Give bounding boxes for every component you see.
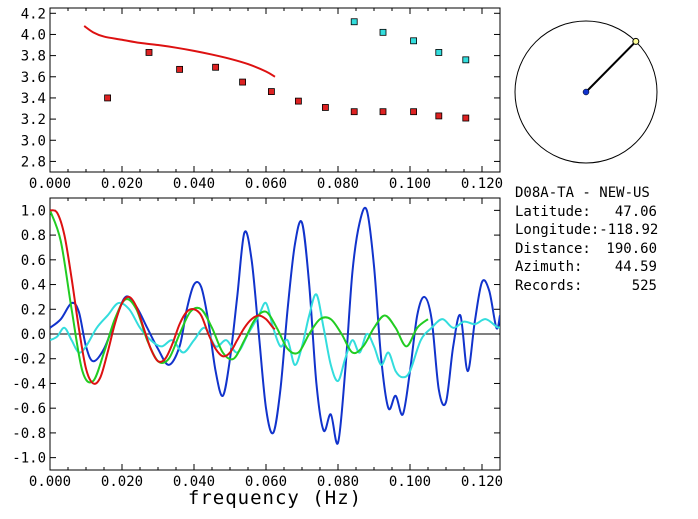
y-tick-label: -0.2 (12, 352, 46, 368)
dispersion-plot: 0.000 0.020 0.040 0.060 0.080 0.100 0.120 2.8 3.… (21, 6, 503, 192)
x-tick-label: 0.120 (461, 474, 503, 490)
cyan-marker (410, 37, 418, 45)
info-row-records: Records: 525 (515, 277, 695, 296)
cyan-marker (435, 49, 443, 56)
azimuth-tip-marker (632, 37, 640, 45)
cyan-marker (462, 56, 470, 64)
y-tick-label: -1.0 (12, 451, 46, 467)
info-row-distance: Distance: 190.60 (515, 240, 695, 259)
y-tick-label: 4.2 (21, 6, 46, 22)
y-tick-label: 3.4 (21, 91, 46, 107)
info-row-latitude: Latitude: 47.06 (515, 203, 695, 222)
info-value: 190.60 (606, 240, 657, 257)
azimuth-dial (514, 20, 658, 164)
red-marker (435, 112, 443, 120)
x-tick-label: 0.040 (173, 176, 215, 192)
info-value: 525 (631, 277, 657, 294)
cyan-marker (379, 28, 387, 36)
y-tick-label: 0.2 (21, 302, 46, 318)
y-tick-label: 0.8 (21, 228, 46, 244)
red-marker (239, 78, 247, 86)
red-marker (350, 108, 358, 116)
info-key: Distance: (515, 240, 591, 257)
y-tick-label: 3.2 (21, 112, 46, 128)
y-tick-label: 0.4 (21, 278, 46, 294)
info-key: Longitude: (515, 222, 600, 238)
info-value: 44.59 (614, 259, 657, 275)
red-marker (176, 65, 184, 73)
info-key: Latitude: (515, 203, 591, 220)
red-marker (321, 104, 329, 111)
x-tick-label: 0.000 (29, 474, 71, 490)
red-marker (462, 114, 470, 122)
coherence-plot: 0.000 0.020 0.040 0.060 0.080 0.100 0.120 -1.0 -… (12, 197, 503, 490)
y-tick-label: 0.0 (21, 327, 46, 343)
info-row-azimuth: Azimuth: 44.59 (515, 258, 695, 277)
red-marker (267, 88, 275, 95)
station-title: D08A-TA - NEW-US (515, 185, 650, 201)
station-info-panel: D08A-TA - NEW-US Latitude: 47.06 Longitu… (515, 184, 695, 295)
red-series-line (50, 209, 276, 385)
cyan-marker (350, 18, 358, 26)
red-marker (145, 49, 153, 56)
azimuth-center-dot (582, 88, 590, 96)
x-tick-label: 0.080 (317, 474, 359, 490)
y-tick-label: 3.0 (21, 133, 46, 149)
y-tick-label: -0.8 (12, 426, 46, 442)
red-marker (104, 94, 111, 102)
y-tick-label: -0.6 (12, 401, 46, 417)
red-marker (212, 63, 220, 71)
red-marker (294, 97, 302, 105)
y-tick-label: 3.8 (21, 49, 46, 65)
azimuth-circle (514, 20, 658, 164)
y-tick-label: 3.6 (21, 70, 46, 86)
x-tick-label: 0.100 (389, 474, 431, 490)
x-tick-label: 0.080 (317, 176, 359, 192)
red-marker (410, 108, 418, 116)
info-row-longitude: Longitude: -118.92 (515, 221, 695, 240)
x-axis-label: frequency (Hz) (188, 487, 362, 509)
info-value: 47.06 (614, 203, 657, 220)
x-tick-label: 0.000 (29, 176, 71, 192)
info-key: Azimuth: (515, 259, 583, 275)
y-tick-label: 0.6 (21, 253, 46, 269)
x-tick-label: 0.060 (245, 474, 287, 490)
green-series-line (50, 210, 429, 384)
cyan-series-line (50, 293, 500, 382)
red-marker (379, 108, 387, 116)
x-tick-label: 0.060 (245, 176, 287, 192)
red-series-line (83, 25, 276, 78)
y-tick-label: -0.4 (12, 376, 46, 392)
x-tick-label: 0.120 (461, 176, 503, 192)
x-tick-label: 0.040 (173, 474, 215, 490)
x-tick-label: 0.020 (101, 176, 143, 192)
info-value: -118.92 (599, 222, 659, 238)
y-tick-label: 4.0 (21, 27, 46, 43)
info-key: Records: (515, 277, 583, 294)
x-tick-label: 0.020 (101, 474, 143, 490)
x-tick-label: 0.100 (389, 176, 431, 192)
azimuth-needle (585, 40, 637, 93)
y-tick-label: 1.0 (21, 203, 46, 219)
y-tick-label: 2.8 (21, 154, 46, 170)
plot-frame (49, 7, 501, 173)
